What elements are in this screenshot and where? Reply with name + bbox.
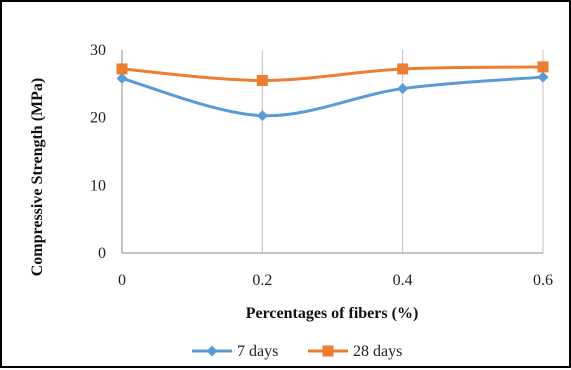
series-0 — [116, 71, 549, 122]
legend-marker-0 — [206, 345, 218, 357]
x-axis-title: Percentages of fibers (%) — [246, 305, 419, 322]
y-tick-label-0: 0 — [98, 245, 106, 262]
x-tick-label-3: 0.6 — [533, 272, 553, 289]
series-0-point-0 — [116, 72, 128, 84]
series-1-point-0 — [116, 63, 128, 75]
y-tick-label-1: 10 — [90, 177, 106, 194]
legend-item-1: 28 days — [308, 343, 402, 360]
series-line-1 — [121, 65, 544, 82]
x-tick-label-0: 0 — [118, 272, 126, 289]
series-1 — [116, 61, 549, 86]
legend: 7 days 28 days — [192, 343, 402, 360]
series-line-0 — [121, 75, 544, 118]
series-0-point-2 — [397, 83, 409, 95]
series-0-point-1 — [256, 110, 268, 122]
series-1-point-2 — [397, 63, 409, 75]
legend-marker-1 — [322, 345, 334, 357]
legend-label-0: 7 days — [237, 343, 278, 360]
series-0-point-3 — [537, 71, 549, 83]
tick-labels: 0 10 20 30 0 0.2 0.4 0.6 — [90, 42, 553, 289]
y-axis-title: Compressive Strength (MPa) — [29, 78, 46, 277]
y-tick-label-3: 30 — [90, 42, 106, 59]
series-layer — [116, 61, 549, 122]
series-1-point-3 — [537, 61, 549, 73]
legend-item-0: 7 days — [192, 343, 278, 360]
y-tick-label-2: 20 — [90, 110, 106, 127]
x-tick-label-1: 0.2 — [252, 272, 272, 289]
series-1-point-1 — [256, 74, 268, 86]
x-tick-label-2: 0.4 — [393, 272, 413, 289]
legend-label-1: 28 days — [353, 343, 402, 360]
